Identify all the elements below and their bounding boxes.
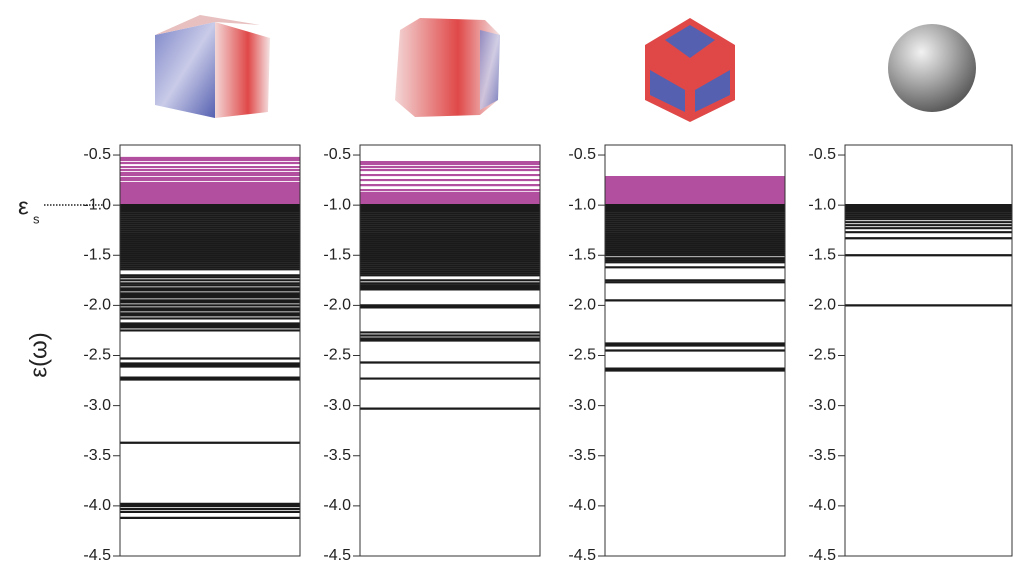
y-tick-label: -4.0 (808, 497, 836, 514)
y-tick-label: -3.5 (568, 447, 596, 464)
y-tick-label: -3.0 (323, 397, 351, 414)
y-tick-label: -2.5 (323, 347, 351, 364)
y-tick-label: -4.0 (568, 497, 596, 514)
truncated-cube-icon (395, 18, 500, 117)
y-axis-label: ε(ω) (25, 332, 52, 377)
y-tick-label: -4.5 (323, 547, 351, 563)
y-tick-label: -2.0 (568, 297, 596, 314)
y-tick-label: -2.0 (323, 297, 351, 314)
y-tick-label: -3.0 (568, 397, 596, 414)
y-tick-label: -4.0 (83, 497, 111, 514)
y-tick-label: -3.5 (83, 447, 111, 464)
y-tick-label: -1.5 (323, 246, 351, 263)
y-tick-label: -4.0 (323, 497, 351, 514)
y-tick-label: -1.0 (568, 196, 596, 213)
y-tick-label: -3.5 (808, 447, 836, 464)
y-tick-label: -4.5 (568, 547, 596, 563)
y-tick-label: -2.5 (808, 347, 836, 364)
y-tick-label: -3.5 (323, 447, 351, 464)
y-tick-label: -0.5 (83, 146, 111, 163)
annotation-subscript: s (33, 211, 40, 226)
rhombic-icon (645, 18, 735, 122)
y-tick-label: -1.5 (808, 246, 836, 263)
y-tick-label: -1.0 (323, 196, 351, 213)
y-tick-label: -0.5 (808, 146, 836, 163)
y-tick-label: -0.5 (568, 146, 596, 163)
y-tick-label: -2.5 (83, 347, 111, 364)
y-tick-label: -4.5 (808, 547, 836, 563)
y-tick-label: -2.0 (808, 297, 836, 314)
cube-icon (155, 15, 270, 118)
y-tick-label: -1.0 (808, 196, 836, 213)
y-tick-label: -3.0 (808, 397, 836, 414)
y-tick-label: -3.0 (83, 397, 111, 414)
figure: ε(ω) ε s -0.5 -1.0 -1.5 -2.0 -2.5 -3.0 -3.5 -4.… (0, 0, 1013, 563)
y-tick-label: -2.5 (568, 347, 596, 364)
y-tick-label: -2.0 (83, 297, 111, 314)
y-tick-label: -1.5 (83, 246, 111, 263)
y-tick-label: -4.5 (83, 547, 111, 563)
y-tick-label: -1.0 (83, 196, 111, 213)
annotation: ε (18, 193, 29, 220)
y-tick-label: -1.5 (568, 246, 596, 263)
y-tick-label: -0.5 (323, 146, 351, 163)
sphere-icon (888, 24, 976, 112)
